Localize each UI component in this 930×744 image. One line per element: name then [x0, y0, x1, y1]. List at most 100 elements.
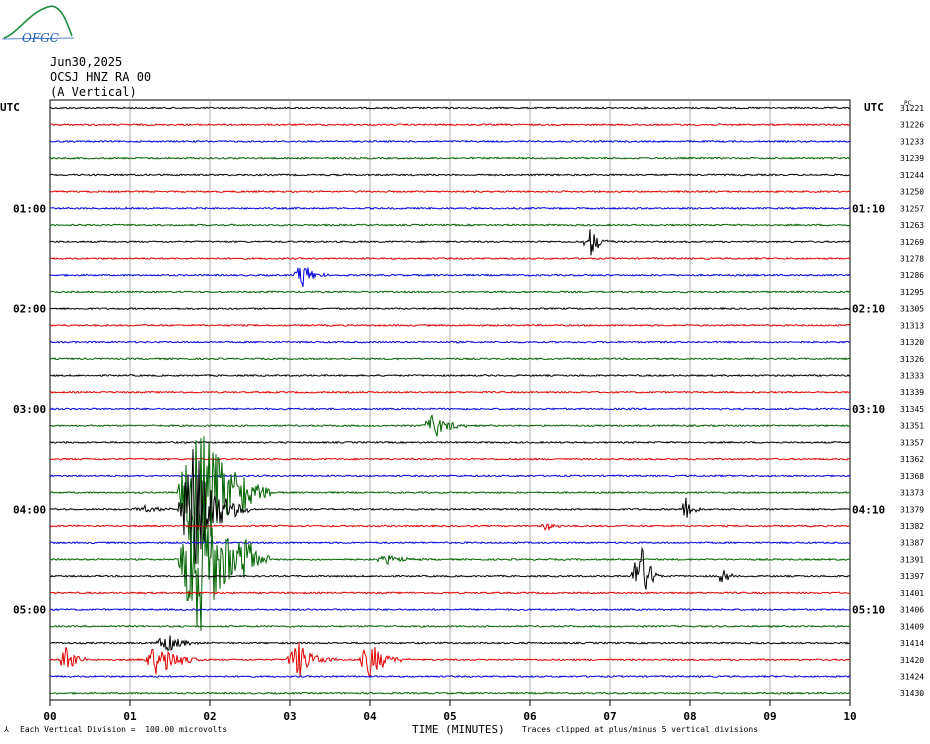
- left-tz-label: UTC: [0, 101, 20, 114]
- trace-row-25: [49, 523, 851, 532]
- row-value: 31357: [900, 438, 924, 447]
- row-value: 31401: [900, 589, 924, 598]
- trace-row-6: [49, 206, 851, 210]
- row-value: 31368: [900, 472, 924, 481]
- trace-row-31: [49, 624, 851, 628]
- row-value: 31391: [900, 555, 924, 564]
- labels: 00 01 02 03 04 05 06 07 08 09 10 31221 31226 31233 312…: [13, 104, 924, 723]
- trace-row-17: [50, 390, 851, 394]
- row-value: 31345: [900, 405, 924, 414]
- trace-row-5: [49, 189, 851, 194]
- left-time-label: 02:00: [13, 303, 46, 316]
- trace-row-13: [49, 323, 851, 327]
- row-value: 31313: [900, 321, 924, 330]
- row-value: 31382: [900, 522, 924, 531]
- trace-row-18: [49, 407, 851, 411]
- row-value: 31406: [900, 606, 924, 615]
- trace-row-21: [49, 457, 851, 461]
- row-value: 31387: [900, 539, 924, 548]
- scale-note: Each Vertical Division = 100.00 microvol…: [20, 725, 228, 734]
- row-value: 31305: [900, 305, 924, 314]
- x-tick-label: 08: [683, 710, 696, 723]
- trace-row-15: [49, 357, 851, 361]
- x-tick-label: 06: [523, 710, 537, 723]
- trace-row-27: [49, 496, 851, 631]
- left-time-label: 03:00: [13, 403, 46, 416]
- row-value: 31320: [900, 338, 924, 347]
- left-time-label: 01:00: [13, 202, 46, 215]
- row-value: 31221: [900, 104, 924, 113]
- trace-row-7: [50, 223, 851, 227]
- trace-row-35: [49, 691, 851, 695]
- component-label: (A Vertical): [50, 85, 137, 99]
- row-value: 31351: [900, 422, 924, 431]
- row-value: 31286: [900, 271, 924, 280]
- trace-row-2: [49, 139, 850, 144]
- row-value: 31295: [900, 288, 924, 297]
- row-value: 31244: [900, 171, 924, 180]
- row-value: 31339: [900, 388, 924, 397]
- trace-row-20: [49, 440, 851, 445]
- left-time-label: 05:00: [13, 604, 46, 617]
- date-label: Jun30,2025: [50, 55, 123, 69]
- x-axis-label: TIME (MINUTES): [412, 723, 505, 736]
- pc-header: PC: [904, 100, 912, 107]
- trace-row-34: [49, 674, 851, 679]
- row-value: 31278: [900, 254, 924, 263]
- trace-row-3: [50, 156, 851, 160]
- row-value: 31409: [900, 622, 924, 631]
- trace-row-11: [49, 290, 851, 294]
- trace-row-30: [49, 608, 851, 612]
- trace-row-9: [49, 256, 851, 261]
- trace-row-19: [49, 414, 851, 437]
- station-label: OCSJ HNZ RA 00: [50, 70, 152, 84]
- x-tick-label: 00: [43, 710, 56, 723]
- trace-row-23: [49, 436, 851, 565]
- trace-row-29: [49, 591, 851, 595]
- x-tick-label: 09: [763, 710, 776, 723]
- ofgc-logo: OFGC: [1, 5, 75, 45]
- trace-row-28: [49, 546, 851, 590]
- row-value: 31379: [900, 505, 924, 514]
- row-value: 31233: [900, 137, 924, 146]
- right-time-label: 04:10: [852, 503, 885, 516]
- grid: [49, 99, 851, 706]
- right-time-label: 03:10: [852, 403, 885, 416]
- row-value: 31362: [900, 455, 924, 464]
- trace-row-4: [49, 173, 851, 177]
- row-value: 31397: [900, 572, 924, 581]
- trace-row-26: [49, 541, 851, 545]
- row-value: 31420: [900, 656, 924, 665]
- row-value: 31257: [900, 204, 924, 213]
- row-value: 31430: [900, 689, 924, 698]
- x-tick-label: 01: [123, 710, 137, 723]
- row-value: 31326: [900, 355, 924, 364]
- right-time-label: 02:10: [852, 303, 885, 316]
- right-time-label: 01:10: [852, 202, 885, 215]
- logo-text: OFGC: [22, 31, 59, 45]
- x-tick-label: 07: [603, 710, 616, 723]
- clip-note: Traces clipped at plus/minus 5 vertical …: [522, 725, 759, 734]
- x-tick-label: 04: [363, 710, 377, 723]
- row-value: 31226: [900, 121, 924, 130]
- x-tick-label: 05: [443, 710, 456, 723]
- trace-row-8: [49, 229, 851, 256]
- row-value: 31239: [900, 154, 924, 163]
- right-time-label: 05:10: [852, 604, 885, 617]
- trace-row-33: [49, 642, 851, 679]
- row-value: 31263: [900, 221, 924, 230]
- x-tick-label: 10: [843, 710, 856, 723]
- row-value: 31414: [900, 639, 924, 648]
- row-value: 31333: [900, 372, 924, 381]
- trace-row-10: [49, 267, 851, 288]
- scale-mark: ⅄: [4, 725, 9, 734]
- trace-row-16: [49, 373, 851, 378]
- left-time-label: 04:00: [13, 503, 46, 516]
- row-value: 31250: [900, 188, 924, 197]
- right-tz-label: UTC: [864, 101, 884, 114]
- trace-row-22: [49, 474, 851, 478]
- x-tick-label: 02: [203, 710, 216, 723]
- trace-row-14: [49, 340, 851, 344]
- trace-row-32: [49, 635, 851, 652]
